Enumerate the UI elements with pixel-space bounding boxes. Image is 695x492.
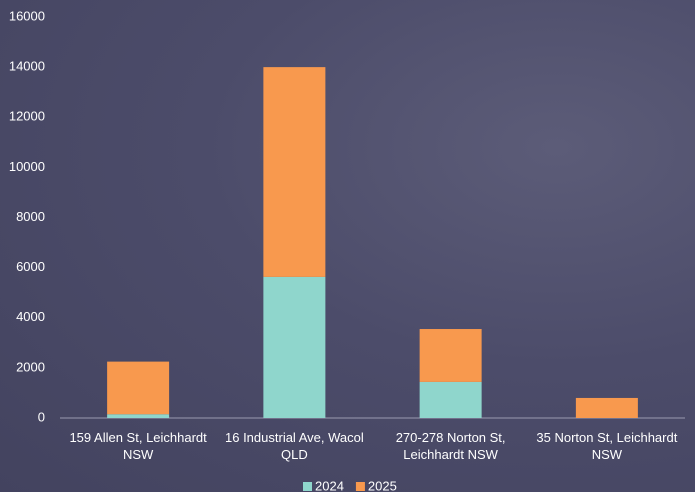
y-tick-label: 6000	[16, 259, 45, 274]
chart-area: 0 2000 4000 6000 8000 10000 12000 14000 16000 202…	[0, 0, 695, 492]
y-tick-label: 12000	[9, 109, 45, 124]
legend-label: 2025	[368, 478, 397, 492]
legend-swatch	[356, 482, 365, 491]
y-tick-label: 8000	[16, 209, 45, 224]
bar-segment	[107, 362, 169, 415]
x-tick-label: 35 Norton St, Leichhardt NSW	[532, 429, 682, 463]
bar-segment	[107, 414, 169, 418]
legend-swatch	[303, 482, 312, 491]
bar-segment	[420, 329, 482, 382]
y-tick-label: 0	[38, 409, 45, 424]
x-tick-label: 16 Industrial Ave, Wacol QLD	[219, 429, 369, 463]
bar-segment	[420, 382, 482, 418]
legend-label: 2024	[315, 478, 344, 492]
bar-segment	[263, 277, 325, 418]
y-tick-label: 4000	[16, 309, 45, 324]
y-tick-label: 16000	[9, 8, 45, 23]
x-tick-label: 159 Allen St, Leichhardt NSW	[63, 429, 213, 463]
chart: 0 2000 4000 6000 8000 10000 12000 14000 16000 202…	[0, 0, 695, 492]
bar-segment	[263, 67, 325, 277]
y-tick-label: 10000	[9, 159, 45, 174]
y-tick-label: 2000	[16, 359, 45, 374]
y-tick-label: 14000	[9, 59, 45, 74]
bar-segment	[576, 398, 638, 418]
x-tick-label: 270-278 Norton St, Leichhardt NSW	[376, 429, 526, 463]
